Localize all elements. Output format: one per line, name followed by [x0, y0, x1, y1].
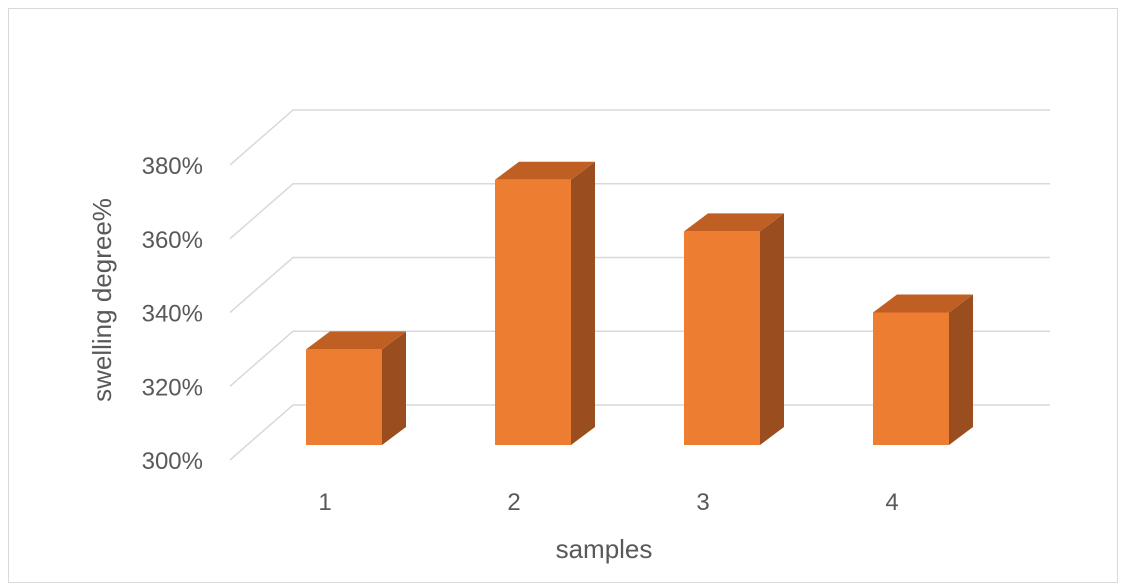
bar-side-face — [571, 161, 595, 445]
x-tick-labels: 1 2 3 4 — [318, 489, 898, 516]
bar-front-face — [684, 231, 760, 445]
bars — [306, 161, 973, 445]
gridline — [229, 404, 1050, 461]
bar-side-face — [760, 213, 784, 445]
bar-side-face — [382, 331, 406, 445]
bar-2 — [495, 161, 595, 445]
x-tick-label: 3 — [696, 489, 709, 516]
gridlines — [229, 109, 1050, 461]
y-tick-label: 320% — [142, 374, 203, 401]
bar-front-face — [873, 312, 949, 445]
gridline — [229, 330, 1050, 387]
gridline — [229, 256, 1050, 314]
bar-front-face — [306, 349, 382, 445]
y-tick-labels: 300% 320% 340% 360% 380% — [142, 153, 203, 475]
bar-4 — [873, 294, 973, 445]
x-tick-label: 4 — [885, 489, 898, 516]
bar-3 — [684, 213, 784, 445]
y-axis-title: swelling degree% — [87, 198, 117, 402]
y-tick-label: 340% — [142, 301, 203, 328]
gridline — [229, 109, 1050, 166]
bar-1 — [306, 331, 406, 445]
y-tick-label: 300% — [142, 448, 203, 475]
bar-front-face — [495, 179, 571, 445]
x-tick-label: 2 — [507, 489, 520, 516]
y-tick-label: 380% — [142, 153, 203, 180]
x-axis-title: samples — [556, 534, 653, 564]
bar-top-face — [684, 213, 784, 232]
bar-top-face — [306, 331, 406, 350]
x-tick-label: 1 — [318, 489, 331, 516]
bar-side-face — [949, 294, 973, 445]
y-tick-label: 360% — [142, 227, 203, 254]
gridline — [229, 183, 1050, 240]
bar-top-face — [495, 161, 595, 180]
bar-top-face — [873, 294, 973, 313]
